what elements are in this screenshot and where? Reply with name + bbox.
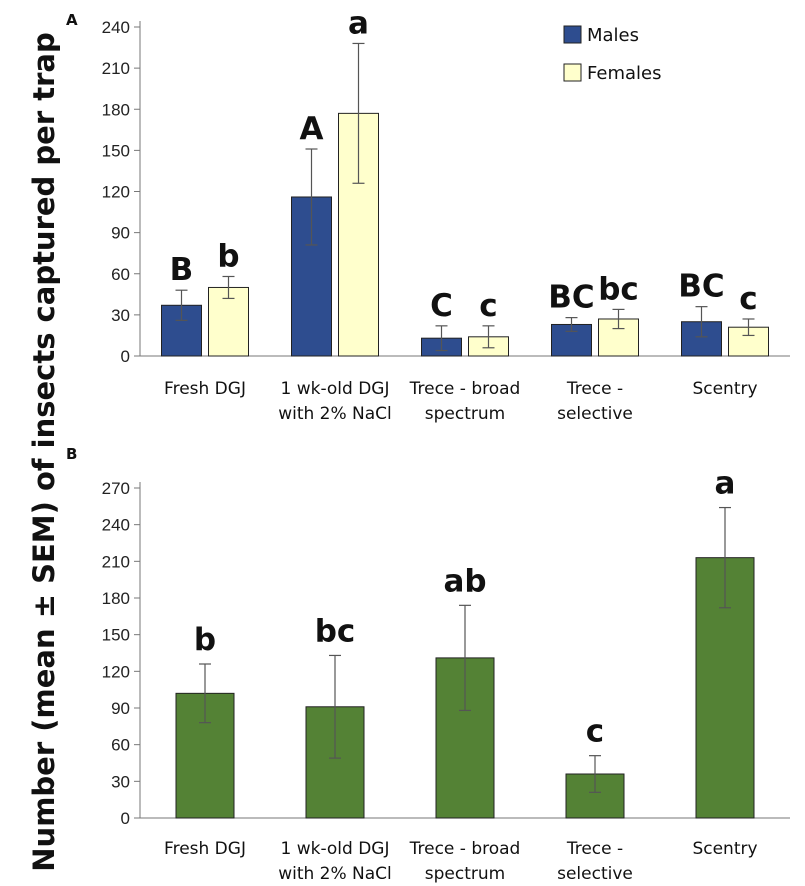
x-category-label: Trece - [566, 839, 623, 859]
x-category-label: Trece - [566, 379, 623, 399]
panel-label: A [66, 11, 78, 29]
y-tick-label: 90 [111, 224, 130, 243]
legend-label: Females [587, 63, 661, 84]
y-tick-label: 150 [102, 141, 130, 160]
significance-letter: b [194, 622, 216, 658]
significance-letter: ab [443, 563, 486, 599]
significance-letter: A [300, 111, 324, 147]
y-tick-label: 0 [121, 809, 130, 828]
y-tick-label: 150 [102, 626, 130, 645]
y-tick-label: 210 [102, 552, 130, 571]
y-tick-label: 30 [111, 306, 130, 325]
y-tick-label: 240 [102, 516, 130, 535]
significance-letter: a [348, 5, 369, 41]
y-tick-label: 0 [121, 347, 130, 366]
x-category-label: with 2% NaCl [278, 404, 392, 424]
y-tick-label: 180 [102, 100, 130, 119]
y-tick-label: 120 [102, 662, 130, 681]
x-category-label: Scentry [692, 379, 757, 399]
significance-letter: C [430, 288, 453, 324]
x-category-label: Fresh DGJ [164, 379, 246, 399]
significance-letter: c [586, 714, 604, 750]
y-tick-label: 180 [102, 589, 130, 608]
significance-letter: b [217, 238, 239, 274]
y-tick-label: 90 [111, 699, 130, 718]
y-tick-label: 210 [102, 59, 130, 78]
y-tick-label: 240 [102, 18, 130, 37]
significance-letter: BC [678, 269, 724, 305]
significance-letter: a [715, 466, 736, 502]
significance-letter: c [739, 281, 757, 317]
y-tick-label: 270 [102, 479, 130, 498]
x-category-label: spectrum [425, 404, 505, 424]
panel-a: A 0 30 60 90 120 150 180 210 240 Fresh DGJ 1 wk-old… [66, 5, 790, 424]
panel-label: B [66, 445, 77, 463]
x-category-label: Fresh DGJ [164, 839, 246, 859]
significance-letter: c [479, 288, 497, 324]
panel-b: B 0 30 60 90 120 150 180 210 240 270 Fresh DGJ 1 wk-… [66, 445, 790, 884]
y-tick-label: 60 [111, 265, 130, 284]
x-category-label: Trece - broad [409, 839, 521, 859]
x-category-label: selective [557, 404, 633, 424]
legend-swatch [563, 63, 582, 82]
y-tick-label: 120 [102, 183, 130, 202]
x-category-label: 1 wk-old DGJ [280, 839, 389, 859]
y-tick-label: 60 [111, 736, 130, 755]
y-tick-label: 30 [111, 772, 130, 791]
legend-label: Males [587, 25, 639, 46]
x-category-label: 1 wk-old DGJ [280, 379, 389, 399]
x-category-label: with 2% NaCl [278, 864, 392, 884]
x-category-label: spectrum [425, 864, 505, 884]
significance-letter: B [170, 252, 194, 288]
y-axis-label: Number (mean ± SEM) of insects captured … [27, 32, 61, 871]
x-category-label: selective [557, 864, 633, 884]
x-category-label: Scentry [692, 839, 757, 859]
significance-letter: BC [548, 280, 594, 316]
x-category-label: Trece - broad [409, 379, 521, 399]
significance-letter: bc [315, 613, 356, 649]
significance-letter: bc [598, 271, 639, 307]
legend-swatch [563, 25, 582, 44]
